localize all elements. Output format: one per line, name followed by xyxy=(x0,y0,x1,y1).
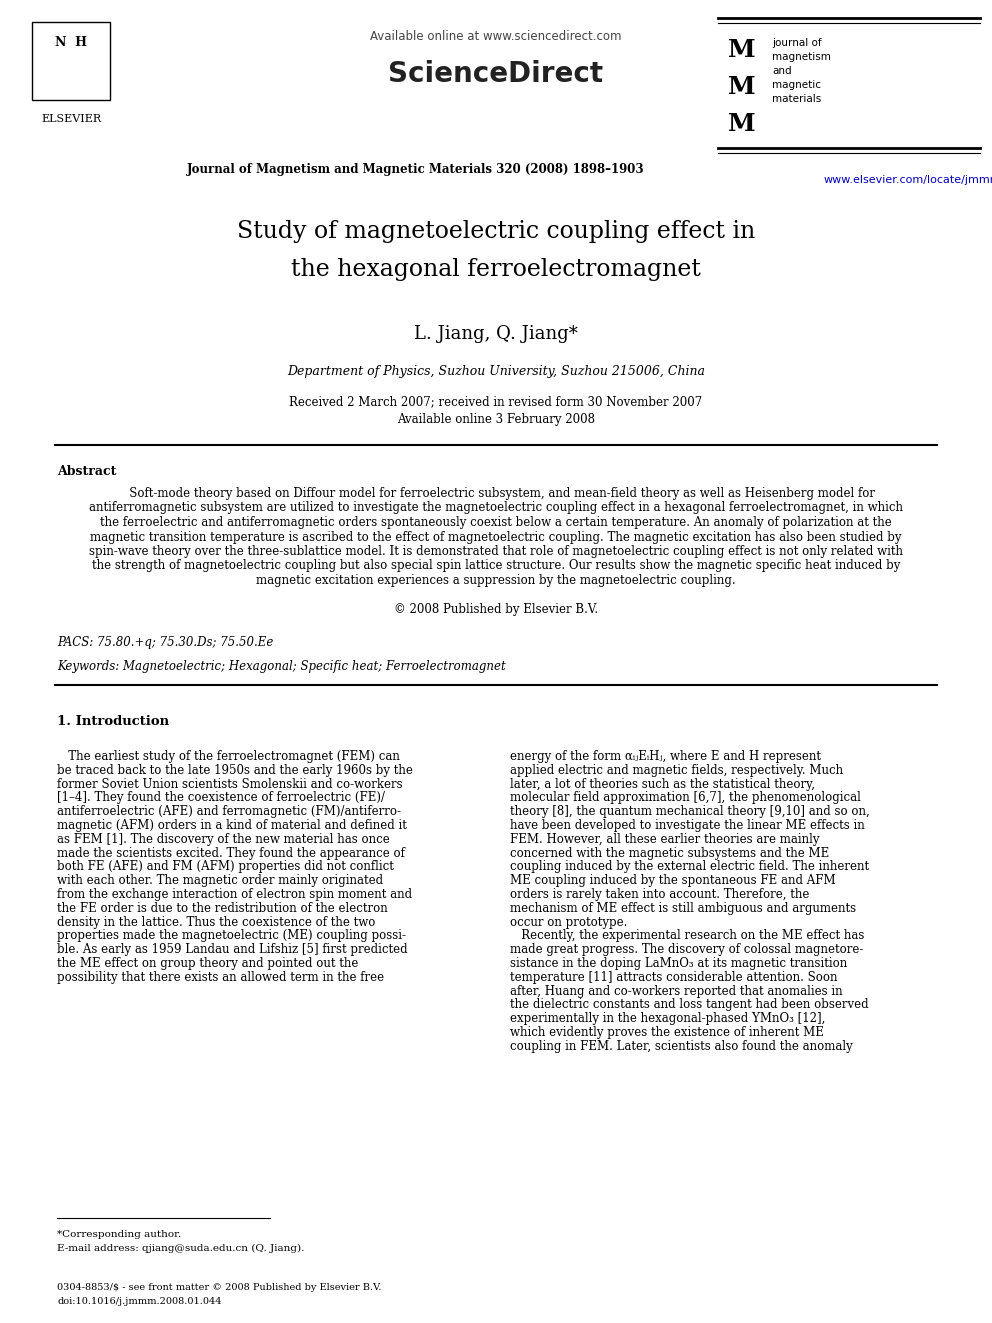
Text: density in the lattice. Thus the coexistence of the two: density in the lattice. Thus the coexist… xyxy=(57,916,375,929)
Text: coupling in FEM. Later, scientists also found the anomaly: coupling in FEM. Later, scientists also … xyxy=(510,1040,853,1053)
Text: the ME effect on group theory and pointed out the: the ME effect on group theory and pointe… xyxy=(57,957,358,970)
Text: M: M xyxy=(728,75,756,99)
Text: from the exchange interaction of electron spin moment and: from the exchange interaction of electro… xyxy=(57,888,412,901)
Text: [1–4]. They found the coexistence of ferroelectric (FE)/: [1–4]. They found the coexistence of fer… xyxy=(57,791,385,804)
Text: The earliest study of the ferroelectromagnet (FEM) can: The earliest study of the ferroelectroma… xyxy=(57,750,400,763)
Text: Department of Physics, Suzhou University, Suzhou 215006, China: Department of Physics, Suzhou University… xyxy=(287,365,705,378)
Text: M: M xyxy=(728,38,756,62)
Text: 1. Introduction: 1. Introduction xyxy=(57,714,169,728)
Text: Soft-mode theory based on Diffour model for ferroelectric subsystem, and mean-fi: Soft-mode theory based on Diffour model … xyxy=(117,487,875,500)
Text: ME coupling induced by the spontaneous FE and AFM: ME coupling induced by the spontaneous F… xyxy=(510,875,835,888)
Text: M: M xyxy=(728,112,756,136)
Text: made the scientists excited. They found the appearance of: made the scientists excited. They found … xyxy=(57,847,405,860)
Text: properties made the magnetoelectric (ME) coupling possi-: properties made the magnetoelectric (ME)… xyxy=(57,929,406,942)
Text: PACS: 75.80.+q; 75.30.Ds; 75.50.Ee: PACS: 75.80.+q; 75.30.Ds; 75.50.Ee xyxy=(57,636,274,650)
Text: doi:10.1016/j.jmmm.2008.01.044: doi:10.1016/j.jmmm.2008.01.044 xyxy=(57,1297,221,1306)
Text: magnetic: magnetic xyxy=(772,79,821,90)
Text: ELSEVIER: ELSEVIER xyxy=(41,114,101,124)
Text: the strength of magnetoelectric coupling but also special spin lattice structure: the strength of magnetoelectric coupling… xyxy=(92,560,900,573)
Text: made great progress. The discovery of colossal magnetore-: made great progress. The discovery of co… xyxy=(510,943,863,957)
Text: molecular field approximation [6,7], the phenomenological: molecular field approximation [6,7], the… xyxy=(510,791,861,804)
Text: which evidently proves the existence of inherent ME: which evidently proves the existence of … xyxy=(510,1027,824,1039)
Text: magnetism: magnetism xyxy=(772,52,831,62)
Text: journal of: journal of xyxy=(772,38,821,48)
Text: concerned with the magnetic subsystems and the ME: concerned with the magnetic subsystems a… xyxy=(510,847,829,860)
Text: antiferromagnetic subsystem are utilized to investigate the magnetoelectric coup: antiferromagnetic subsystem are utilized… xyxy=(89,501,903,515)
Text: temperature [11] attracts considerable attention. Soon: temperature [11] attracts considerable a… xyxy=(510,971,837,984)
Text: ble. As early as 1959 Landau and Lifshiz [5] first predicted: ble. As early as 1959 Landau and Lifshiz… xyxy=(57,943,408,957)
Text: antiferroelectric (AFE) and ferromagnetic (FM)/antiferro-: antiferroelectric (AFE) and ferromagneti… xyxy=(57,806,401,818)
Text: Recently, the experimental research on the ME effect has: Recently, the experimental research on t… xyxy=(510,929,864,942)
Text: materials: materials xyxy=(772,94,821,105)
Text: Available online at www.sciencedirect.com: Available online at www.sciencedirect.co… xyxy=(370,30,622,44)
Text: applied electric and magnetic fields, respectively. Much: applied electric and magnetic fields, re… xyxy=(510,763,843,777)
Text: orders is rarely taken into account. Therefore, the: orders is rarely taken into account. The… xyxy=(510,888,809,901)
Text: Available online 3 February 2008: Available online 3 February 2008 xyxy=(397,413,595,426)
Text: Keywords: Magnetoelectric; Hexagonal; Specific heat; Ferroelectromagnet: Keywords: Magnetoelectric; Hexagonal; Sp… xyxy=(57,660,506,673)
Text: the hexagonal ferroelectromagnet: the hexagonal ferroelectromagnet xyxy=(291,258,701,280)
Text: N  H: N H xyxy=(55,36,87,49)
Bar xyxy=(32,22,110,101)
Text: Study of magnetoelectric coupling effect in: Study of magnetoelectric coupling effect… xyxy=(237,220,755,243)
Text: magnetic excitation experiences a suppression by the magnetoelectric coupling.: magnetic excitation experiences a suppre… xyxy=(256,574,736,587)
Text: sistance in the doping LaMnO₃ at its magnetic transition: sistance in the doping LaMnO₃ at its mag… xyxy=(510,957,847,970)
Text: the ferroelectric and antiferromagnetic orders spontaneously coexist below a cer: the ferroelectric and antiferromagnetic … xyxy=(100,516,892,529)
Text: magnetic (AFM) orders in a kind of material and defined it: magnetic (AFM) orders in a kind of mater… xyxy=(57,819,407,832)
Text: both FE (AFE) and FM (AFM) properties did not conflict: both FE (AFE) and FM (AFM) properties di… xyxy=(57,860,394,873)
Text: as FEM [1]. The discovery of the new material has once: as FEM [1]. The discovery of the new mat… xyxy=(57,832,390,845)
Text: Journal of Magnetism and Magnetic Materials 320 (2008) 1898–1903: Journal of Magnetism and Magnetic Materi… xyxy=(187,163,645,176)
Text: later, a lot of theories such as the statistical theory,: later, a lot of theories such as the sta… xyxy=(510,778,815,791)
Text: © 2008 Published by Elsevier B.V.: © 2008 Published by Elsevier B.V. xyxy=(394,603,598,617)
Text: the dielectric constants and loss tangent had been observed: the dielectric constants and loss tangen… xyxy=(510,999,869,1011)
Text: with each other. The magnetic order mainly originated: with each other. The magnetic order main… xyxy=(57,875,383,888)
Text: be traced back to the late 1950s and the early 1960s by the: be traced back to the late 1950s and the… xyxy=(57,763,413,777)
Text: 0304-8853/$ - see front matter © 2008 Published by Elsevier B.V.: 0304-8853/$ - see front matter © 2008 Pu… xyxy=(57,1283,382,1293)
Text: Received 2 March 2007; received in revised form 30 November 2007: Received 2 March 2007; received in revis… xyxy=(290,396,702,407)
Text: Abstract: Abstract xyxy=(57,464,116,478)
Text: energy of the form αᵢⱼEᵢHⱼ, where E and H represent: energy of the form αᵢⱼEᵢHⱼ, where E and … xyxy=(510,750,821,763)
Text: www.elsevier.com/locate/jmmm: www.elsevier.com/locate/jmmm xyxy=(823,175,992,185)
Text: E-mail address: qjiang@suda.edu.cn (Q. Jiang).: E-mail address: qjiang@suda.edu.cn (Q. J… xyxy=(57,1244,305,1253)
Text: the FE order is due to the redistribution of the electron: the FE order is due to the redistributio… xyxy=(57,902,388,914)
Text: after, Huang and co-workers reported that anomalies in: after, Huang and co-workers reported tha… xyxy=(510,984,842,998)
Text: possibility that there exists an allowed term in the free: possibility that there exists an allowed… xyxy=(57,971,384,984)
Text: theory [8], the quantum mechanical theory [9,10] and so on,: theory [8], the quantum mechanical theor… xyxy=(510,806,870,818)
Text: L. Jiang, Q. Jiang*: L. Jiang, Q. Jiang* xyxy=(414,325,578,343)
Text: spin-wave theory over the three-sublattice model. It is demonstrated that role o: spin-wave theory over the three-sublatti… xyxy=(89,545,903,558)
Text: magnetic transition temperature is ascribed to the effect of magnetoelectric cou: magnetic transition temperature is ascri… xyxy=(90,531,902,544)
Text: former Soviet Union scientists Smolenskii and co-workers: former Soviet Union scientists Smolenski… xyxy=(57,778,403,791)
Text: FEM. However, all these earlier theories are mainly: FEM. However, all these earlier theories… xyxy=(510,832,819,845)
Text: experimentally in the hexagonal-phased YMnO₃ [12],: experimentally in the hexagonal-phased Y… xyxy=(510,1012,825,1025)
Text: ScienceDirect: ScienceDirect xyxy=(389,60,603,89)
Text: have been developed to investigate the linear ME effects in: have been developed to investigate the l… xyxy=(510,819,865,832)
Text: mechanism of ME effect is still ambiguous and arguments: mechanism of ME effect is still ambiguou… xyxy=(510,902,856,914)
Text: coupling induced by the external electric field. The inherent: coupling induced by the external electri… xyxy=(510,860,869,873)
Text: occur on prototype.: occur on prototype. xyxy=(510,916,627,929)
Text: and: and xyxy=(772,66,792,75)
Text: *Corresponding author.: *Corresponding author. xyxy=(57,1230,182,1240)
